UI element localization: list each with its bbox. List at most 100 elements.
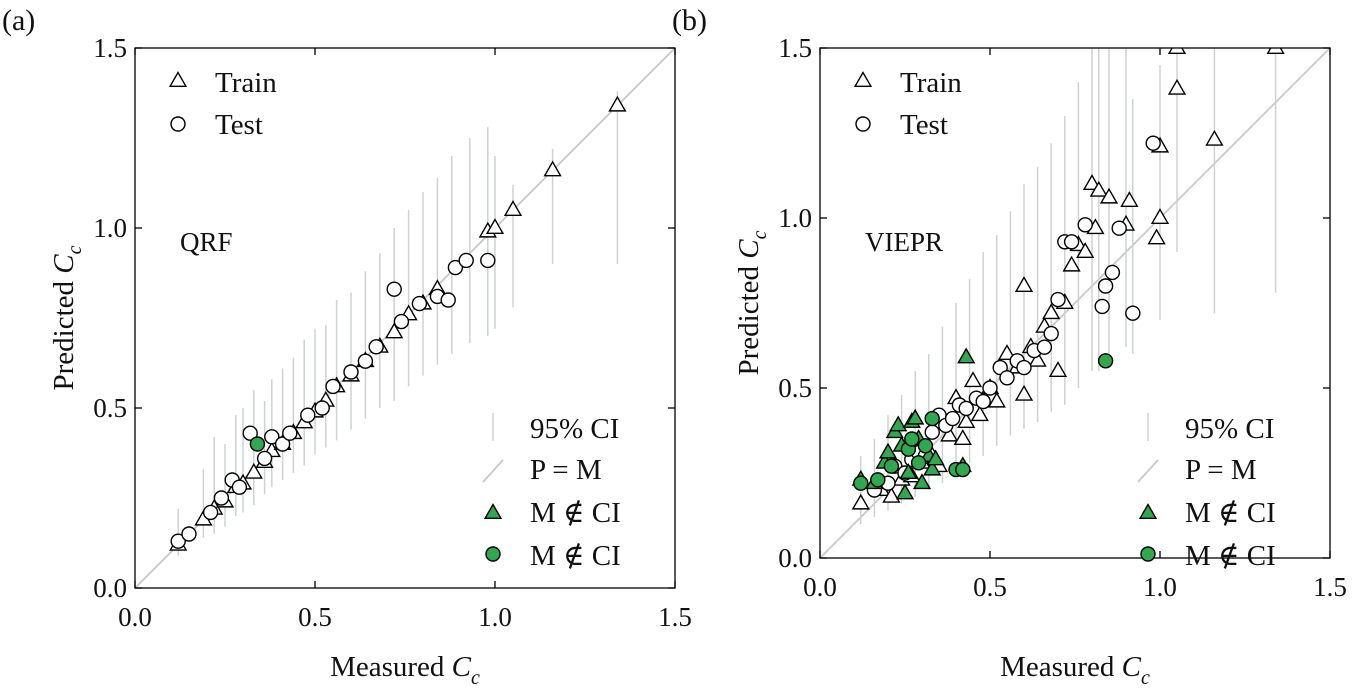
y-tick-label: 1.5 — [778, 33, 812, 63]
legend-train-marker — [853, 71, 873, 87]
plot-area — [135, 48, 675, 588]
test-point — [1104, 264, 1121, 281]
y-axis-title-sub: c — [749, 230, 771, 239]
test-point — [181, 526, 197, 542]
train-point — [997, 344, 1017, 360]
outlier-test-point — [917, 438, 934, 454]
train-point — [485, 218, 505, 234]
train-point — [1014, 384, 1034, 401]
test-point — [458, 252, 474, 269]
legend-test-label: Test — [900, 109, 948, 141]
test-point — [1016, 359, 1032, 376]
test-point — [440, 292, 456, 308]
train-point — [957, 412, 976, 428]
train-point — [1089, 180, 1108, 197]
test-point — [300, 407, 316, 423]
train-point — [385, 322, 404, 339]
train-point — [1082, 174, 1102, 190]
train-point — [244, 462, 263, 479]
train-point — [1205, 129, 1224, 146]
train-point — [953, 429, 972, 445]
train-point — [940, 425, 959, 442]
test-point — [411, 295, 428, 312]
test-point — [1050, 291, 1066, 308]
outlier-train-point — [912, 473, 932, 490]
y-axis-title-text: Predicted — [733, 259, 765, 376]
x-axis-title-var: C — [1122, 651, 1142, 683]
x-tick-label: 1.0 — [1143, 572, 1177, 602]
outlier-test-point — [955, 461, 971, 478]
outlier-train-point — [906, 408, 925, 425]
legend-outlier-train-marker — [1138, 503, 1158, 519]
y-axis-title: Predicted Cc — [733, 230, 771, 375]
train-point — [503, 200, 523, 216]
panel-a: 0.0 0.5 1.0 1.50.00.51.01.5(a)Measured CcPr… — [2, 4, 692, 689]
outlier-test-point — [924, 410, 940, 427]
legend-top-left: Train Test — [853, 67, 962, 141]
train-point — [608, 95, 627, 112]
outlier-test-point — [870, 472, 886, 488]
plot-frame — [134, 47, 676, 589]
y-tick-label: 0.5 — [93, 393, 127, 423]
test-point — [386, 281, 402, 297]
train-point — [1167, 78, 1187, 95]
outlier-test-point — [853, 475, 869, 491]
legend-pm-marker — [1137, 459, 1159, 483]
test-point — [357, 353, 374, 369]
test-point — [231, 479, 248, 495]
train-point — [543, 160, 562, 177]
legend-top-left: Train Test — [168, 67, 277, 141]
y-axis-title-var: C — [733, 239, 765, 259]
model-label: VIEPR — [865, 227, 943, 257]
train-point — [1028, 350, 1047, 367]
test-point — [1145, 135, 1161, 151]
test-point — [1077, 217, 1093, 233]
test-point — [958, 400, 974, 417]
test-point — [1063, 234, 1080, 250]
model-label: QRF — [180, 227, 233, 257]
train-point — [1167, 48, 1187, 54]
test-point — [1125, 305, 1141, 321]
y-tick-label: 0.5 — [778, 373, 812, 403]
x-axis-title-var: C — [452, 651, 472, 683]
legend-outlier-train-label: M ∉ CI — [530, 497, 621, 529]
test-point — [213, 490, 230, 506]
test-point — [1036, 339, 1053, 355]
outlier-train-point — [889, 415, 908, 432]
outlier-train-point — [895, 483, 915, 500]
train-point — [1076, 242, 1095, 258]
y-axis-title-sub: c — [64, 245, 86, 254]
plot-area — [820, 48, 1330, 558]
legend-train-marker — [168, 71, 188, 87]
outlier-test-point — [904, 431, 920, 447]
legend-outlier-train-marker — [483, 503, 503, 519]
x-tick-label: 0.5 — [298, 602, 332, 632]
test-point — [975, 393, 991, 410]
legend-pm-label: P = M — [1185, 454, 1257, 486]
test-point — [393, 313, 410, 330]
y-tick-label: 0.0 — [93, 573, 127, 603]
x-axis-title-text: Measured — [330, 651, 452, 683]
legend-test-marker — [855, 116, 871, 132]
train-point — [1062, 255, 1081, 272]
y-axis-title-var: C — [48, 254, 80, 274]
y-axis-title: Predicted Cc — [48, 245, 86, 390]
x-tick-label: 1.5 — [1313, 572, 1347, 602]
test-point — [242, 425, 258, 441]
train-point — [1266, 48, 1285, 54]
test-point — [1094, 298, 1110, 315]
y-tick-label: 0.0 — [778, 543, 812, 573]
legend-outlier-train-label: M ∉ CI — [1185, 497, 1276, 529]
legend-pm-marker — [482, 459, 504, 483]
x-axis-title-sub: c — [1141, 667, 1150, 689]
test-point — [944, 410, 961, 427]
x-tick-label: 0.0 — [803, 572, 837, 602]
test-point — [343, 364, 359, 380]
train-point — [882, 486, 901, 503]
train-point — [963, 371, 983, 388]
legend-train-label: Train — [900, 67, 962, 99]
train-point — [987, 391, 1006, 408]
outlier-test-point — [249, 436, 266, 452]
legend-bottom-right: 95% CI P = M M ∉ CI M ∉ CI — [482, 413, 621, 572]
